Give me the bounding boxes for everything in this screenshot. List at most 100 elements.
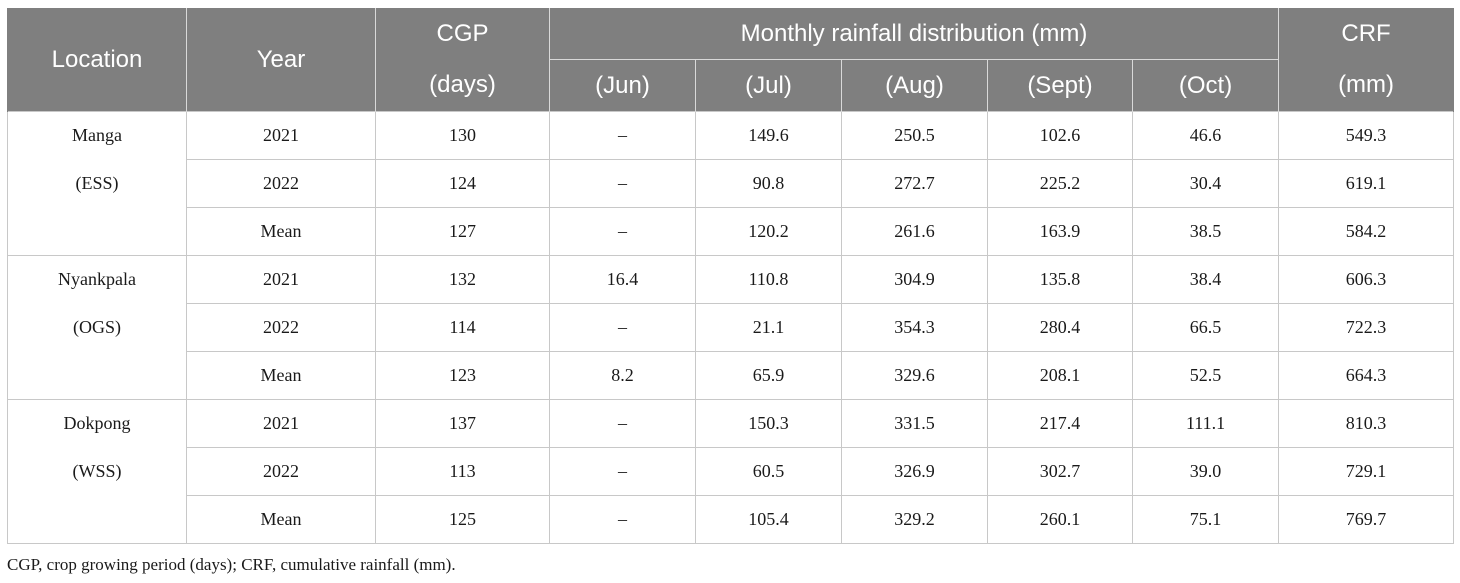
header-month-sept: (Sept) (987, 59, 1133, 112)
header-month-oct: (Oct) (1131, 59, 1280, 112)
cell-oct: 66.5 (1131, 303, 1280, 352)
table-row: (OGS) 2022 114 – 21.1 354.3 280.4 66.5 7… (7, 303, 1455, 352)
cell-cgp: 132 (375, 255, 550, 304)
cell-crf: 619.1 (1278, 159, 1455, 208)
cell-oct: 38.4 (1131, 255, 1280, 304)
cell-year: Mean (186, 207, 376, 256)
cell-year: 2021 (186, 111, 376, 160)
cell-jul: 150.3 (695, 399, 842, 448)
cell-year: Mean (186, 351, 376, 400)
table-row: Mean 127 – 120.2 261.6 163.9 38.5 584.2 (7, 207, 1455, 256)
cell-location (7, 495, 187, 544)
cell-aug: 329.2 (841, 495, 988, 544)
cell-jun: – (549, 111, 696, 160)
cell-aug: 261.6 (841, 207, 988, 256)
cell-jun: – (549, 303, 696, 352)
cell-location: (WSS) (7, 447, 187, 496)
header-month-jul: (Jul) (695, 59, 842, 112)
cell-year: 2022 (186, 159, 376, 208)
cell-location: Manga (7, 111, 187, 160)
cell-oct: 52.5 (1131, 351, 1280, 400)
cell-cgp: 127 (375, 207, 550, 256)
cell-aug: 250.5 (841, 111, 988, 160)
cell-location: (OGS) (7, 303, 187, 352)
cell-cgp: 130 (375, 111, 550, 160)
cell-crf: 606.3 (1278, 255, 1455, 304)
table-row: Mean 125 – 105.4 329.2 260.1 75.1 769.7 (7, 495, 1455, 544)
cell-jul: 149.6 (695, 111, 842, 160)
cell-sept: 302.7 (987, 447, 1133, 496)
table-footnote: CGP, crop growing period (days); CRF, cu… (7, 555, 456, 574)
cell-year: Mean (186, 495, 376, 544)
table-row: Mean 123 8.2 65.9 329.6 208.1 52.5 664.3 (7, 351, 1455, 400)
table-header: Location Year CGP Monthly rainfall distr… (7, 8, 1455, 112)
cell-jul: 120.2 (695, 207, 842, 256)
cell-oct: 30.4 (1131, 159, 1280, 208)
header-crf: CRF (1278, 8, 1455, 60)
cell-cgp: 113 (375, 447, 550, 496)
cell-year: 2022 (186, 447, 376, 496)
header-crf-unit: (mm) (1278, 59, 1455, 112)
cell-crf: 769.7 (1278, 495, 1455, 544)
header-location: Location (7, 8, 187, 112)
table-row: Manga 2021 130 – 149.6 250.5 102.6 46.6 … (7, 111, 1455, 160)
cell-cgp: 125 (375, 495, 550, 544)
cell-aug: 326.9 (841, 447, 988, 496)
cell-jul: 105.4 (695, 495, 842, 544)
cell-jun: – (549, 399, 696, 448)
cell-jun: – (549, 207, 696, 256)
cell-aug: 329.6 (841, 351, 988, 400)
table-row: Nyankpala 2021 132 16.4 110.8 304.9 135.… (7, 255, 1455, 304)
cell-oct: 46.6 (1131, 111, 1280, 160)
header-cgp-unit: (days) (375, 59, 550, 112)
cell-sept: 208.1 (987, 351, 1133, 400)
cell-jul: 21.1 (695, 303, 842, 352)
table-row: Dokpong 2021 137 – 150.3 331.5 217.4 111… (7, 399, 1455, 448)
cell-oct: 111.1 (1131, 399, 1280, 448)
cell-sept: 163.9 (987, 207, 1133, 256)
header-cgp: CGP (375, 8, 550, 60)
table-row: (ESS) 2022 124 – 90.8 272.7 225.2 30.4 6… (7, 159, 1455, 208)
cell-location: Dokpong (7, 399, 187, 448)
cell-jun: 8.2 (549, 351, 696, 400)
cell-sept: 102.6 (987, 111, 1133, 160)
cell-cgp: 124 (375, 159, 550, 208)
cell-aug: 304.9 (841, 255, 988, 304)
cell-oct: 38.5 (1131, 207, 1280, 256)
cell-jun: – (549, 447, 696, 496)
cell-sept: 225.2 (987, 159, 1133, 208)
cell-year: 2021 (186, 399, 376, 448)
cell-oct: 39.0 (1131, 447, 1280, 496)
cell-location: (ESS) (7, 159, 187, 208)
cell-crf: 664.3 (1278, 351, 1455, 400)
cell-jun: 16.4 (549, 255, 696, 304)
table-row: (WSS) 2022 113 – 60.5 326.9 302.7 39.0 7… (7, 447, 1455, 496)
header-month-aug: (Aug) (841, 59, 988, 112)
cell-location (7, 351, 187, 400)
rainfall-table: Location Year CGP Monthly rainfall distr… (7, 8, 1455, 544)
cell-jul: 110.8 (695, 255, 842, 304)
cell-sept: 217.4 (987, 399, 1133, 448)
header-monthly-rainfall: Monthly rainfall distribution (mm) (548, 8, 1280, 60)
cell-location (7, 207, 187, 256)
cell-crf: 810.3 (1278, 399, 1455, 448)
cell-cgp: 114 (375, 303, 550, 352)
cell-year: 2022 (186, 303, 376, 352)
cell-aug: 354.3 (841, 303, 988, 352)
header-month-jun: (Jun) (549, 59, 696, 112)
cell-crf: 549.3 (1278, 111, 1455, 160)
cell-oct: 75.1 (1131, 495, 1280, 544)
cell-aug: 272.7 (841, 159, 988, 208)
cell-cgp: 123 (375, 351, 550, 400)
cell-jun: – (549, 159, 696, 208)
cell-crf: 584.2 (1278, 207, 1455, 256)
cell-crf: 729.1 (1278, 447, 1455, 496)
cell-crf: 722.3 (1278, 303, 1455, 352)
header-year: Year (186, 8, 376, 112)
cell-jun: – (549, 495, 696, 544)
table-body: Manga 2021 130 – 149.6 250.5 102.6 46.6 … (7, 111, 1455, 544)
cell-cgp: 137 (375, 399, 550, 448)
cell-jul: 60.5 (695, 447, 842, 496)
cell-sept: 260.1 (987, 495, 1133, 544)
cell-jul: 90.8 (695, 159, 842, 208)
